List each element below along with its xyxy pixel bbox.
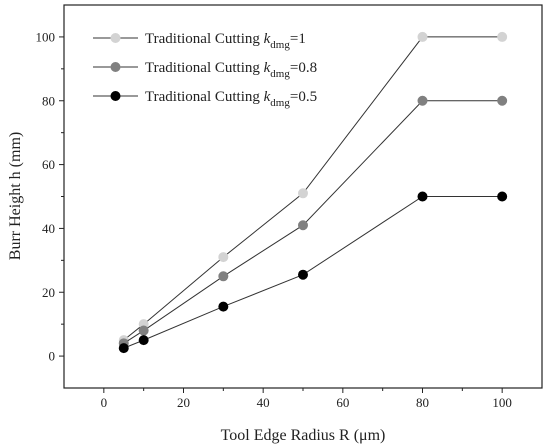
data-point bbox=[417, 191, 428, 202]
data-point bbox=[218, 271, 229, 282]
data-point bbox=[218, 252, 229, 263]
x-axis: 0 20 40 60 80 100 bbox=[101, 388, 512, 410]
series-layer bbox=[118, 31, 508, 354]
legend: Traditional Cutting kdmg=1 Traditional Cu… bbox=[93, 31, 317, 109]
series-line bbox=[123, 36, 503, 341]
data-point bbox=[218, 301, 229, 312]
x-tick-label: 100 bbox=[492, 395, 512, 410]
series-line bbox=[123, 196, 503, 349]
legend-item-1: Traditional Cutting kdmg=1 bbox=[93, 31, 306, 51]
x-axis-title: Tool Edge Radius R (μm) bbox=[221, 427, 386, 444]
y-tick-label: 40 bbox=[42, 221, 55, 236]
series-2 bbox=[118, 95, 508, 349]
legend-label: Traditional Cutting kdmg=0.8 bbox=[145, 60, 317, 80]
x-tick-label: 40 bbox=[257, 395, 270, 410]
data-point bbox=[138, 325, 149, 336]
data-point bbox=[497, 31, 508, 42]
y-tick-label: 20 bbox=[42, 285, 55, 300]
legend-item-3: Traditional Cutting kdmg=0.5 bbox=[93, 89, 317, 109]
legend-label: Traditional Cutting kdmg=1 bbox=[145, 31, 306, 51]
series-3 bbox=[118, 191, 508, 354]
data-point bbox=[417, 95, 428, 106]
y-tick-label: 100 bbox=[36, 29, 56, 44]
x-tick-label: 0 bbox=[101, 395, 108, 410]
data-point bbox=[298, 220, 308, 231]
data-point bbox=[138, 335, 149, 346]
legend-label: Traditional Cutting kdmg=0.5 bbox=[145, 89, 317, 109]
data-point bbox=[298, 188, 308, 199]
series-line bbox=[123, 100, 503, 344]
y-tick-label: 0 bbox=[49, 349, 56, 364]
data-point bbox=[298, 269, 308, 280]
legend-marker bbox=[110, 62, 121, 72]
data-point bbox=[118, 343, 129, 354]
x-tick-label: 20 bbox=[177, 395, 190, 410]
y-tick-label: 80 bbox=[42, 93, 55, 108]
legend-marker bbox=[110, 91, 121, 101]
x-tick-label: 80 bbox=[416, 395, 429, 410]
y-axis: 0 20 40 60 80 100 bbox=[36, 29, 64, 364]
data-point bbox=[497, 95, 508, 106]
data-point bbox=[497, 191, 508, 202]
series-1 bbox=[118, 31, 508, 346]
y-axis-title: Burr Height h (mm) bbox=[7, 132, 24, 260]
legend-marker bbox=[110, 33, 121, 43]
data-point bbox=[417, 31, 428, 42]
y-tick-label: 60 bbox=[42, 157, 55, 172]
x-tick-label: 60 bbox=[336, 395, 349, 410]
legend-item-2: Traditional Cutting kdmg=0.8 bbox=[93, 60, 317, 80]
